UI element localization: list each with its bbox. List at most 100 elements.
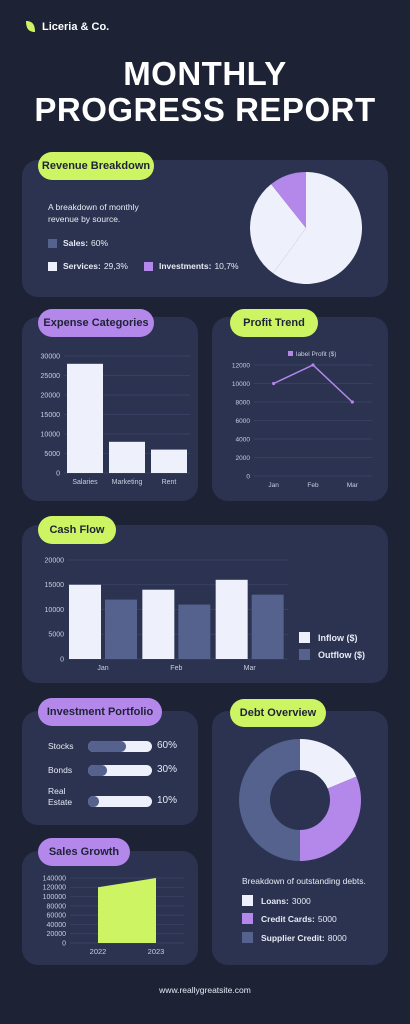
legend-swatch (299, 632, 310, 643)
profit-label: Profit Trend (230, 309, 318, 337)
revenue-label: Revenue Breakdown (38, 152, 154, 180)
legend-swatch (299, 649, 310, 660)
cashflow-bar-chart: 0 5000 10000 15000 20000 Jan Feb Mar (45, 557, 288, 672)
x-tick-label: Salaries (72, 479, 98, 486)
x-tick-label: Marketing (112, 479, 143, 486)
slice-sales (273, 172, 362, 284)
cashflow-legend-inflow: Inflow ($) (299, 632, 361, 643)
sales-growth-area-chart: 0 20000 40000 60000 80000 100000 120000 140000 2… (43, 875, 184, 956)
data-point-jan (272, 381, 276, 386)
portfolio-label: Investment Portfolio (38, 698, 162, 726)
portfolio-progress-fill (88, 741, 127, 752)
y-tick-label: 10000 (41, 431, 61, 438)
legend-name: Credit Cards: (261, 913, 315, 924)
legend-swatch (242, 913, 253, 924)
revenue-legend-services: Services: 29,3% (48, 261, 128, 271)
expenses-bar-chart: 0 5000 10000 15000 20000 25000 30000 Salaries Ma… (41, 353, 190, 486)
footer-url[interactable]: www.reallygreatsite.com (159, 985, 251, 995)
bar-marketing (109, 441, 145, 473)
x-tick-label: Jan (268, 482, 279, 489)
y-tick-label: 10000 (45, 607, 65, 614)
y-tick-label: 120000 (43, 885, 66, 892)
y-tick-label: 20000 (47, 931, 67, 938)
legend-value: 10,7% (214, 261, 239, 271)
y-tick-label: 40000 (47, 922, 67, 929)
debt-donut-chart (239, 739, 361, 861)
legend-name: Services: (63, 261, 101, 271)
legend-swatch (242, 895, 253, 906)
revenue-legend-sales: Sales: 60% (48, 238, 108, 248)
slice-investments (271, 172, 306, 228)
y-tick-label: 15000 (41, 412, 61, 419)
debt-legend-supplier-credit: Supplier Credit: 8000 (242, 932, 347, 943)
x-tick-label: Mar (347, 482, 359, 489)
y-tick-label: 2000 (236, 455, 251, 462)
y-tick-label: 10000 (232, 381, 250, 388)
page-title: MONTHLY PROGRESS REPORT (0, 56, 410, 128)
area-sales-growth (98, 878, 156, 943)
sales-growth-label: Sales Growth (38, 838, 130, 866)
page-title-line2: PROGRESS REPORT (34, 91, 376, 128)
portfolio-progress-bar (88, 796, 152, 807)
y-tick-label: 20000 (41, 392, 61, 399)
y-tick-label: 5000 (48, 632, 64, 639)
y-tick-label: 100000 (43, 894, 66, 901)
portfolio-item-value: 10% (157, 795, 178, 806)
portfolio-item-value: 30% (157, 764, 178, 775)
legend-swatch (288, 351, 293, 356)
y-tick-label: 140000 (43, 875, 66, 882)
expenses-label: Expense Categories (38, 309, 154, 337)
legend-swatch (242, 932, 253, 943)
legend-name: Sales: (63, 238, 89, 248)
y-tick-label: 5000 (44, 451, 60, 458)
y-tick-label: 60000 (47, 913, 67, 920)
slice-services (250, 184, 306, 274)
legend-label: label Profit ($) (296, 351, 336, 358)
x-tick-label: 2022 (90, 947, 107, 956)
y-tick-label: 6000 (236, 418, 251, 425)
legend-name: Loans: (261, 895, 289, 906)
revenue-pie-chart (250, 172, 362, 284)
portfolio-item-value: 60% (157, 740, 178, 751)
profit-card (212, 317, 388, 501)
legend-value: 29,3% (103, 261, 128, 271)
y-tick-label: 0 (60, 656, 64, 663)
page-title-line1: MONTHLY (123, 55, 287, 92)
leaf-logo-icon (26, 21, 35, 32)
legend-value: 5000 (317, 913, 337, 924)
y-tick-label: 12000 (232, 362, 250, 369)
x-tick-label: 2023 (148, 947, 165, 956)
portfolio-progress-bar (88, 741, 152, 752)
y-tick-label: 0 (246, 473, 250, 480)
brand-name: Liceria & Co. (42, 21, 110, 33)
legend-swatch (48, 261, 57, 271)
legend-name: Outflow ($) (318, 649, 365, 660)
y-tick-label: 80000 (47, 903, 67, 910)
legend-value: 60% (91, 238, 109, 248)
bar-inflow-feb (142, 589, 175, 659)
portfolio-item-label: Bonds (48, 765, 73, 775)
x-tick-label: Mar (244, 665, 257, 672)
data-point-mar (350, 400, 354, 404)
debt-legend-loans: Loans: 3000 (242, 895, 311, 906)
bar-salaries (67, 363, 103, 473)
portfolio-item-label: Stocks (48, 741, 74, 751)
legend-name: Supplier Credit: (261, 932, 325, 943)
slice-credit-cards (300, 776, 361, 861)
legend-name: Investments: (159, 261, 212, 271)
legend-swatch (48, 238, 57, 248)
bar-outflow-jan (105, 599, 137, 659)
bar-outflow-mar (251, 594, 284, 659)
slice-supplier-credit (239, 739, 300, 861)
y-tick-label: 0 (56, 470, 60, 477)
slice-loans (300, 739, 357, 789)
portfolio-item-label: Real Estate (48, 786, 73, 808)
bar-inflow-jan (69, 584, 101, 659)
legend-name: Inflow ($) (318, 632, 358, 643)
y-tick-label: 20000 (45, 557, 65, 564)
revenue-description: A breakdown of monthly revenue by source… (48, 202, 139, 225)
legend-swatch (144, 261, 153, 271)
bar-inflow-mar (215, 579, 248, 659)
cashflow-legend-outflow: Outflow ($) (299, 649, 368, 660)
portfolio-progress-fill (88, 796, 99, 807)
